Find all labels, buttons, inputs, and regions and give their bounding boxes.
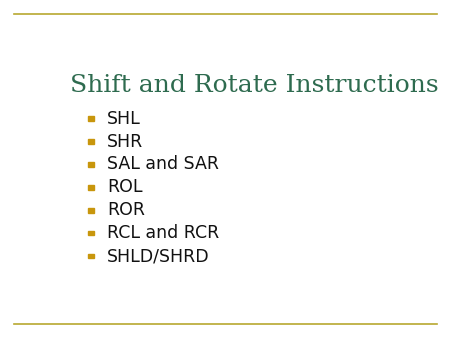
Bar <box>88 254 94 258</box>
Text: SHLD/SHRD: SHLD/SHRD <box>107 247 209 265</box>
Bar <box>88 231 94 236</box>
Text: Shift and Rotate Instructions: Shift and Rotate Instructions <box>70 74 439 97</box>
Text: ROR: ROR <box>107 201 145 219</box>
Bar <box>88 162 94 167</box>
Bar <box>88 208 94 213</box>
Text: SHL: SHL <box>107 110 140 128</box>
Bar <box>88 185 94 190</box>
Text: ROL: ROL <box>107 178 142 196</box>
Bar <box>88 116 94 121</box>
Text: RCL and RCR: RCL and RCR <box>107 224 219 242</box>
Bar <box>88 139 94 144</box>
Text: SHR: SHR <box>107 132 143 150</box>
Text: SAL and SAR: SAL and SAR <box>107 155 219 173</box>
